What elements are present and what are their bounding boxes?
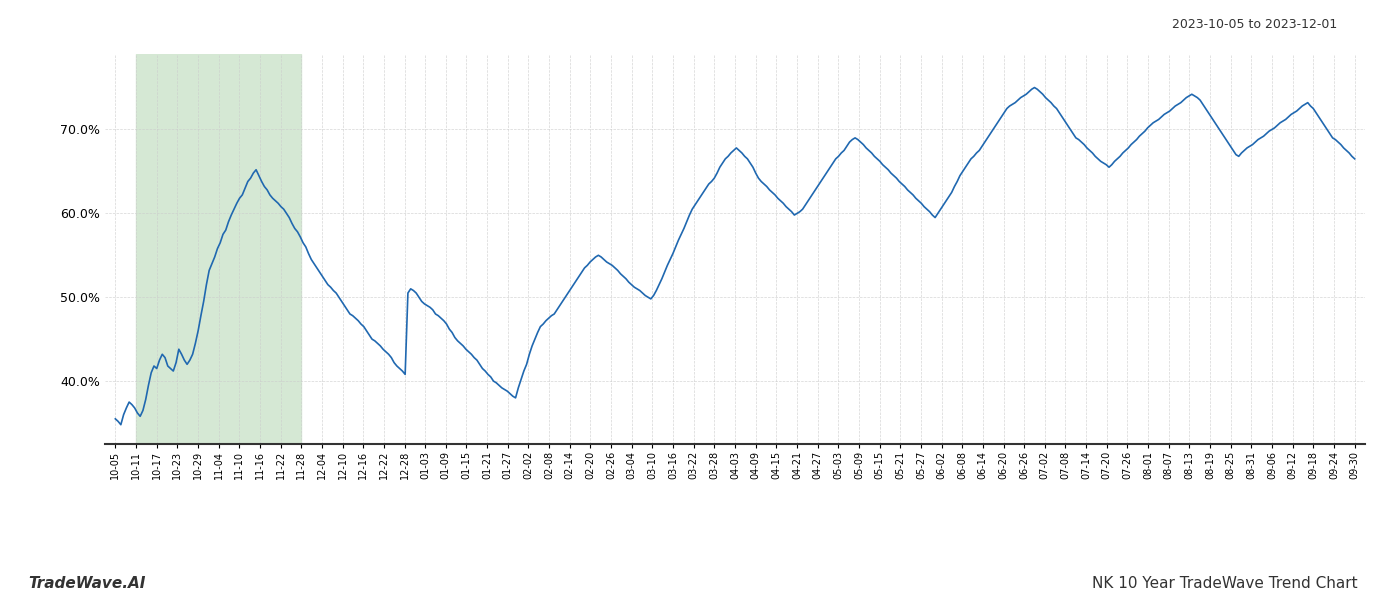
Text: NK 10 Year TradeWave Trend Chart: NK 10 Year TradeWave Trend Chart xyxy=(1092,576,1358,591)
Text: 2023-10-05 to 2023-12-01: 2023-10-05 to 2023-12-01 xyxy=(1172,18,1337,31)
Bar xyxy=(136,54,301,444)
Text: TradeWave.AI: TradeWave.AI xyxy=(28,576,146,591)
